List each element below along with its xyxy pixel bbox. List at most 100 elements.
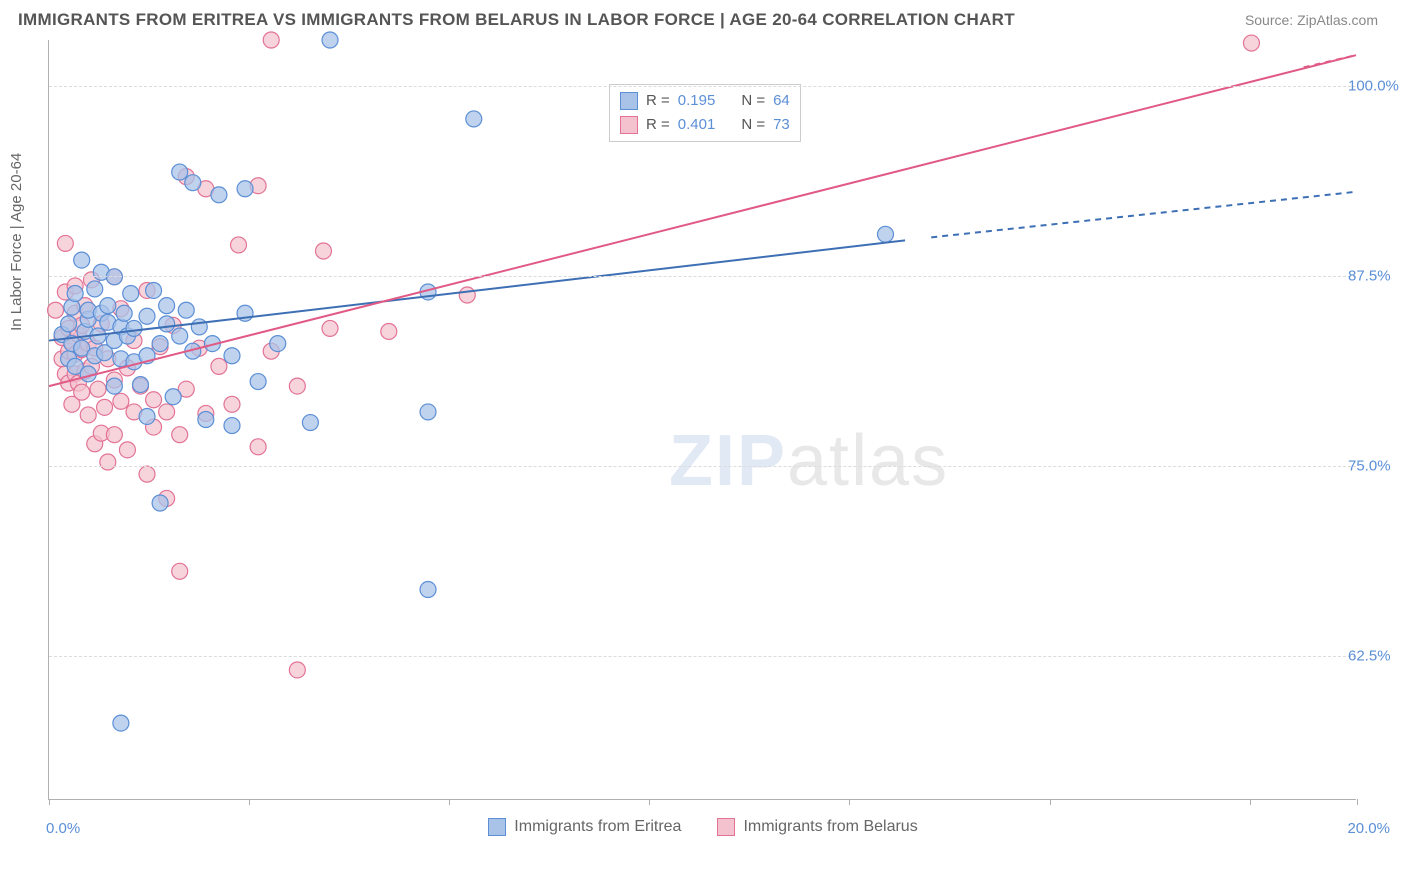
data-point — [322, 320, 338, 336]
data-point — [123, 286, 139, 302]
regression-line — [49, 240, 905, 340]
legend-row-belarus: R = 0.401 N = 73 — [620, 113, 790, 137]
data-point — [198, 412, 214, 428]
data-point — [289, 662, 305, 678]
y-tick-label: 87.5% — [1348, 267, 1406, 284]
data-point — [322, 32, 338, 48]
x-tick — [1357, 799, 1358, 805]
n-value-belarus: 73 — [773, 113, 790, 137]
data-point — [139, 466, 155, 482]
plot-svg — [49, 40, 1356, 799]
legend-row-eritrea: R = 0.195 N = 64 — [620, 89, 790, 113]
data-point — [250, 374, 266, 390]
chart-header: IMMIGRANTS FROM ERITREA VS IMMIGRANTS FR… — [0, 0, 1406, 36]
r-value-belarus: 0.401 — [678, 113, 716, 137]
chart-plot-area: ZIPatlas R = 0.195 N = 64 R = 0.401 N = … — [48, 40, 1356, 800]
data-point — [74, 252, 90, 268]
data-point — [159, 404, 175, 420]
data-point — [289, 378, 305, 394]
data-point — [61, 316, 77, 332]
data-point — [315, 243, 331, 259]
chart-title: IMMIGRANTS FROM ERITREA VS IMMIGRANTS FR… — [18, 10, 1015, 30]
data-point — [185, 175, 201, 191]
data-point — [48, 302, 64, 318]
x-tick — [1050, 799, 1051, 805]
gridline — [49, 86, 1356, 87]
data-point — [74, 384, 90, 400]
data-point — [420, 582, 436, 598]
data-point — [459, 287, 475, 303]
data-point — [106, 269, 122, 285]
data-point — [132, 377, 148, 393]
series-legend: Immigrants from Eritrea Immigrants from … — [0, 818, 1406, 836]
x-tick — [449, 799, 450, 805]
data-point — [172, 164, 188, 180]
r-label: R = — [646, 89, 670, 113]
swatch-belarus-icon — [717, 818, 735, 836]
n-label: N = — [741, 113, 765, 137]
r-value-eritrea: 0.195 — [678, 89, 716, 113]
y-tick-label: 62.5% — [1348, 647, 1406, 664]
data-point — [420, 404, 436, 420]
data-point — [172, 427, 188, 443]
y-tick-label: 100.0% — [1348, 77, 1406, 94]
x-tick — [649, 799, 650, 805]
data-point — [80, 407, 96, 423]
data-point — [57, 235, 73, 251]
y-tick-label: 75.0% — [1348, 457, 1406, 474]
data-point — [146, 282, 162, 298]
data-point — [139, 308, 155, 324]
data-point — [90, 381, 106, 397]
data-point — [152, 336, 168, 352]
source-attribution: Source: ZipAtlas.com — [1245, 12, 1378, 28]
data-point — [1243, 35, 1259, 51]
data-point — [381, 323, 397, 339]
gridline — [49, 466, 1356, 467]
data-point — [211, 187, 227, 203]
data-point — [172, 563, 188, 579]
data-point — [237, 181, 253, 197]
legend-item-belarus: Immigrants from Belarus — [717, 818, 917, 836]
data-point — [152, 495, 168, 511]
data-point — [466, 111, 482, 127]
data-point — [106, 427, 122, 443]
data-point — [126, 320, 142, 336]
data-point — [178, 302, 194, 318]
data-point — [116, 305, 132, 321]
regression-line — [931, 192, 1356, 238]
swatch-belarus — [620, 116, 638, 134]
legend-item-eritrea: Immigrants from Eritrea — [488, 818, 681, 836]
gridline — [49, 656, 1356, 657]
data-point — [87, 281, 103, 297]
data-point — [165, 389, 181, 405]
data-point — [224, 418, 240, 434]
data-point — [224, 348, 240, 364]
y-axis-label: In Labor Force | Age 20-64 — [8, 153, 25, 331]
data-point — [159, 316, 175, 332]
data-point — [302, 415, 318, 431]
data-point — [263, 32, 279, 48]
data-point — [191, 319, 207, 335]
correlation-legend: R = 0.195 N = 64 R = 0.401 N = 73 — [609, 84, 801, 142]
data-point — [146, 392, 162, 408]
data-point — [119, 442, 135, 458]
x-tick — [1250, 799, 1251, 805]
data-point — [250, 439, 266, 455]
swatch-eritrea — [620, 92, 638, 110]
data-point — [172, 328, 188, 344]
swatch-eritrea-icon — [488, 818, 506, 836]
data-point — [97, 399, 113, 415]
legend-label-eritrea: Immigrants from Eritrea — [514, 818, 681, 836]
x-tick — [249, 799, 250, 805]
n-label: N = — [741, 89, 765, 113]
data-point — [113, 393, 129, 409]
data-point — [139, 408, 155, 424]
data-point — [159, 298, 175, 314]
r-label: R = — [646, 113, 670, 137]
data-point — [113, 715, 129, 731]
data-point — [231, 237, 247, 253]
data-point — [100, 298, 116, 314]
n-value-eritrea: 64 — [773, 89, 790, 113]
x-tick — [49, 799, 50, 805]
data-point — [106, 378, 122, 394]
